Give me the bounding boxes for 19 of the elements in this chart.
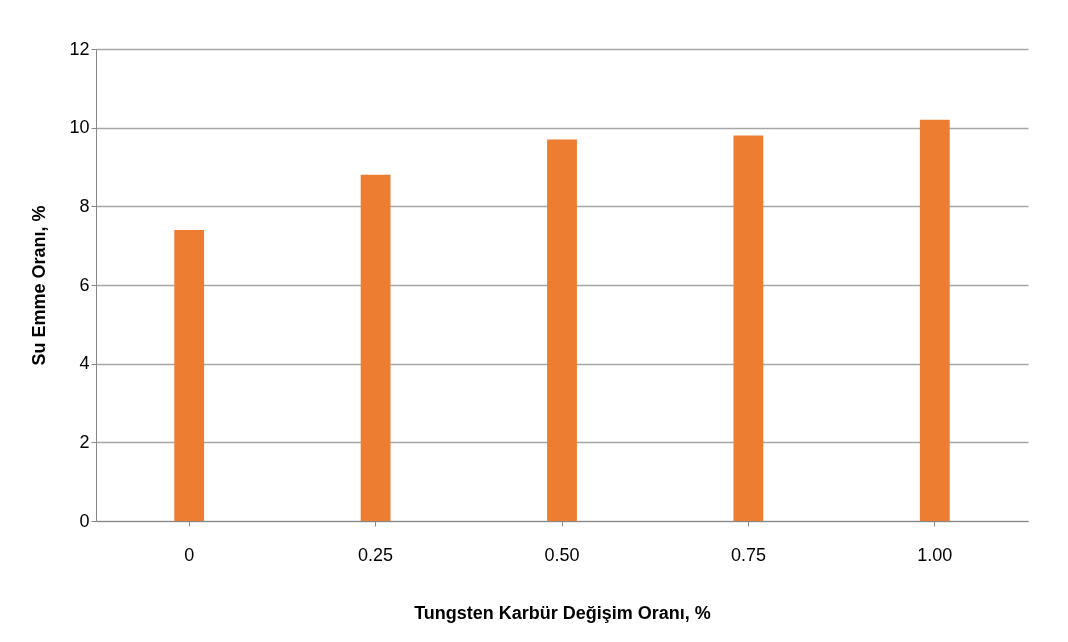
- y-axis-title: Su Emme Oranı, %: [29, 205, 50, 366]
- y-tick-label: 8: [79, 195, 90, 216]
- x-tick-label: 0.75: [730, 544, 766, 565]
- y-tick-label: 4: [79, 353, 90, 374]
- x-tick-label: 0.25: [358, 544, 394, 565]
- bar: [174, 229, 205, 521]
- y-tick-label: 2: [79, 431, 90, 452]
- x-tick-label: 1.00: [917, 544, 953, 565]
- x-axis-title: Tungsten Karbür Değişim Oranı, %: [414, 602, 711, 623]
- y-tick-label: 12: [69, 38, 90, 59]
- x-tick-label: 0.50: [544, 544, 580, 565]
- y-tick-label: 0: [79, 510, 90, 531]
- bar: [919, 119, 950, 521]
- bar: [733, 135, 764, 521]
- bar: [547, 139, 577, 521]
- y-tick-label: 10: [69, 117, 90, 138]
- bar: [360, 174, 391, 521]
- x-tick-label: 0: [184, 544, 195, 565]
- y-tick-label: 6: [79, 274, 90, 295]
